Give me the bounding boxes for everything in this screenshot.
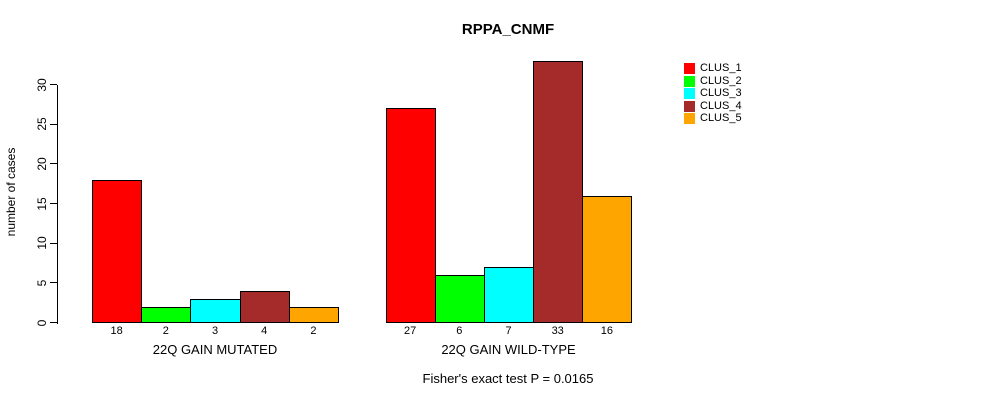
bar-value-label: 27 xyxy=(403,325,417,337)
bar-value-label: 2 xyxy=(162,325,169,337)
bar-clus_2-group1 xyxy=(141,306,192,324)
bar-value-label: 33 xyxy=(551,325,564,337)
y-tick xyxy=(50,163,57,165)
y-tick xyxy=(50,242,57,244)
legend-label: CLUS_1 xyxy=(700,62,742,74)
legend-label: CLUS_5 xyxy=(700,112,742,125)
footer-note: Fisher's exact test P = 0.0165 xyxy=(422,371,594,386)
group-label: 22Q GAIN MUTATED xyxy=(152,342,278,357)
bar-value-label: 4 xyxy=(261,325,268,337)
bar-value-label: 3 xyxy=(211,325,219,337)
y-tick xyxy=(50,203,57,204)
bar-clus_2-group2 xyxy=(434,274,485,324)
y-tick xyxy=(50,322,57,323)
y-tick-label: 15 xyxy=(35,196,49,211)
y-axis-line xyxy=(57,84,58,324)
y-tick-label: 30 xyxy=(35,77,49,92)
y-axis-label: number of cases xyxy=(4,147,18,237)
y-tick-label: 20 xyxy=(35,157,49,171)
bar-clus_3-group2 xyxy=(483,266,535,324)
bar-clus_5-group2 xyxy=(582,195,633,324)
y-tick xyxy=(50,123,57,125)
y-tick xyxy=(50,282,57,284)
legend-label: CLUS_2 xyxy=(700,74,742,87)
chart-title: RPPA_CNMF xyxy=(461,21,555,38)
bar-clus_4-group2 xyxy=(533,60,584,324)
y-tick-label: 25 xyxy=(35,117,49,131)
y-tick-label: 0 xyxy=(35,319,49,326)
bar-value-label: 16 xyxy=(600,325,614,337)
legend-swatch-clus_1 xyxy=(684,63,695,74)
bar-value-label: 18 xyxy=(110,325,123,337)
bar-clus_1-group1 xyxy=(92,179,143,324)
legend-swatch-clus_3 xyxy=(684,88,695,100)
group-label: 22Q GAIN WILD-TYPE xyxy=(441,342,576,357)
legend-swatch-clus_4 xyxy=(684,100,695,112)
legend-swatch-clus_5 xyxy=(684,113,695,125)
legend-label: CLUS_4 xyxy=(700,99,742,112)
y-tick-label: 10 xyxy=(35,236,49,250)
bar-clus_1-group2 xyxy=(385,108,436,324)
bar-clus_3-group1 xyxy=(190,298,241,324)
legend-swatch-clus_2 xyxy=(684,75,695,87)
bar-value-label: 7 xyxy=(505,325,512,337)
bar-value-label: 2 xyxy=(310,325,317,337)
y-tick-label: 5 xyxy=(35,279,49,287)
y-tick xyxy=(50,84,57,85)
bar-clus_4-group1 xyxy=(239,290,290,324)
bar-clus_5-group1 xyxy=(288,306,339,324)
bar-value-label: 6 xyxy=(456,325,463,337)
legend-label: CLUS_3 xyxy=(700,87,742,100)
